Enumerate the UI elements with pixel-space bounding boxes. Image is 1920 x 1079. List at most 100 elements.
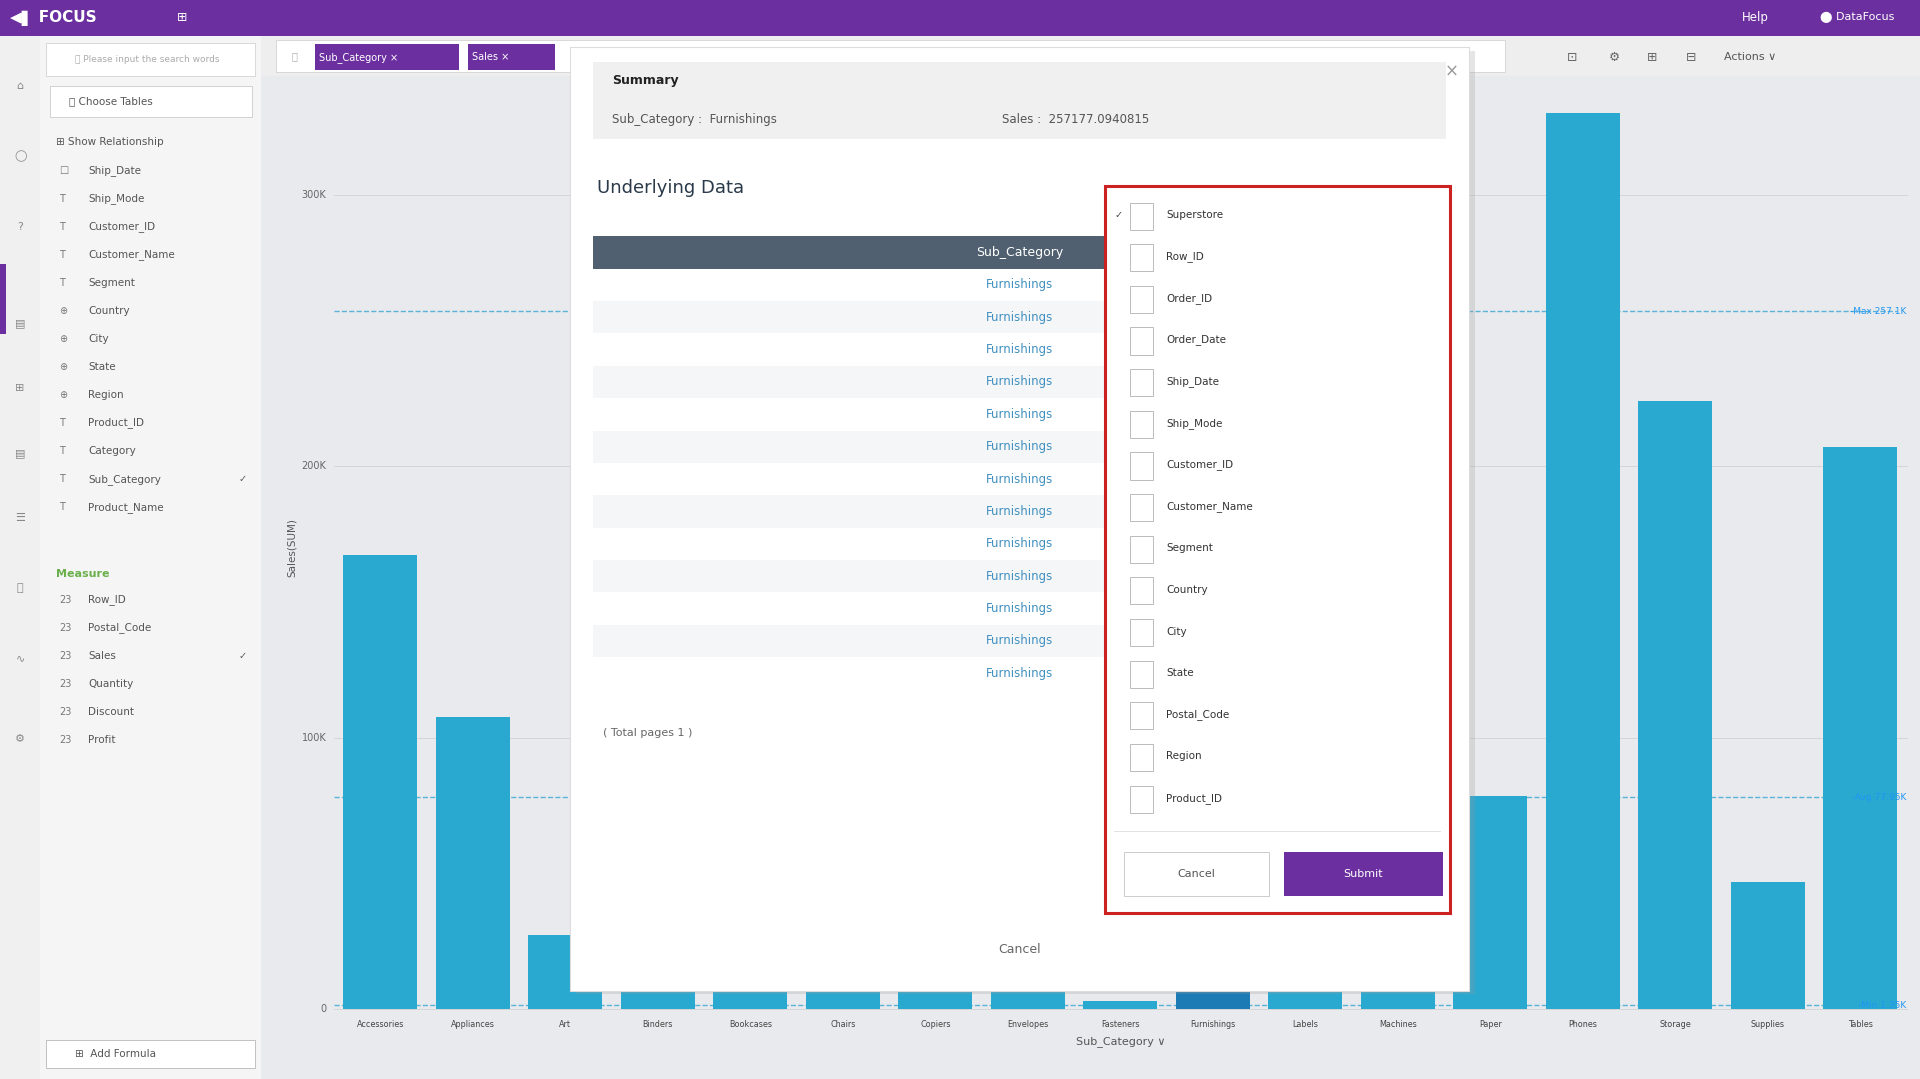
Text: Furnishings: Furnishings xyxy=(985,634,1054,647)
Text: Sales ×: Sales × xyxy=(472,52,509,63)
FancyBboxPatch shape xyxy=(593,431,1446,463)
Text: City: City xyxy=(1165,627,1187,637)
Text: Furnishings: Furnishings xyxy=(985,473,1054,486)
FancyBboxPatch shape xyxy=(1129,786,1152,812)
Text: ⌂: ⌂ xyxy=(17,81,23,92)
Text: Customer_Name: Customer_Name xyxy=(1165,501,1254,513)
FancyBboxPatch shape xyxy=(46,1040,255,1068)
Text: 🔍 Please input the search words: 🔍 Please input the search words xyxy=(75,55,219,64)
Text: ⊞: ⊞ xyxy=(177,11,188,25)
FancyBboxPatch shape xyxy=(593,560,1446,592)
Text: Profit: Profit xyxy=(88,735,115,746)
Text: ▤: ▤ xyxy=(15,318,25,329)
Text: ⊞ Show Relationship: ⊞ Show Relationship xyxy=(56,137,163,148)
FancyBboxPatch shape xyxy=(1361,495,1434,1009)
Text: Labels: Labels xyxy=(1292,1020,1319,1028)
Text: ( Total pages 1 ): ( Total pages 1 ) xyxy=(603,727,693,738)
Text: Quantity: Quantity xyxy=(88,679,134,689)
Text: Order_ID: Order_ID xyxy=(1165,292,1212,304)
Text: 300K: 300K xyxy=(301,190,326,200)
Text: T: T xyxy=(60,249,65,260)
Text: ⚙: ⚙ xyxy=(1609,51,1620,64)
Text: T: T xyxy=(60,193,65,204)
FancyBboxPatch shape xyxy=(1129,577,1152,604)
Text: Product_Name: Product_Name xyxy=(88,502,163,513)
FancyBboxPatch shape xyxy=(1824,448,1897,1009)
Text: -Avg 77.95K: -Avg 77.95K xyxy=(1853,793,1907,802)
Text: ✓: ✓ xyxy=(1114,210,1123,220)
Text: ⚙: ⚙ xyxy=(15,734,25,745)
Text: ⬤ DataFocus: ⬤ DataFocus xyxy=(1820,12,1895,24)
FancyBboxPatch shape xyxy=(0,264,6,334)
FancyBboxPatch shape xyxy=(570,47,1469,991)
Text: ⊞: ⊞ xyxy=(1647,51,1657,64)
Text: Order_Date: Order_Date xyxy=(1165,334,1227,345)
FancyBboxPatch shape xyxy=(593,301,1446,333)
FancyBboxPatch shape xyxy=(1083,1000,1158,1009)
FancyBboxPatch shape xyxy=(593,495,1446,528)
FancyBboxPatch shape xyxy=(1129,411,1152,438)
FancyBboxPatch shape xyxy=(1284,852,1442,896)
FancyBboxPatch shape xyxy=(593,528,1446,560)
Text: ◯: ◯ xyxy=(13,151,27,162)
Text: Show Underlying Data: Show Underlying Data xyxy=(887,79,1152,103)
Text: Country: Country xyxy=(1165,585,1208,595)
Text: Underlying Data: Underlying Data xyxy=(597,179,745,196)
Text: 23: 23 xyxy=(60,623,71,633)
FancyBboxPatch shape xyxy=(1129,660,1152,687)
Text: Sub_Category ∨: Sub_Category ∨ xyxy=(1075,1036,1165,1047)
Text: Furnishings: Furnishings xyxy=(985,667,1054,680)
FancyBboxPatch shape xyxy=(261,36,1920,76)
FancyBboxPatch shape xyxy=(1129,369,1152,396)
Text: Measure: Measure xyxy=(56,569,109,579)
Text: ⊕: ⊕ xyxy=(60,305,67,316)
Text: Postal_Code: Postal_Code xyxy=(1165,709,1229,721)
Text: T: T xyxy=(60,277,65,288)
Text: ⊕: ⊕ xyxy=(60,333,67,344)
Text: ⊟: ⊟ xyxy=(1686,51,1695,64)
FancyBboxPatch shape xyxy=(1638,401,1713,1009)
Text: T: T xyxy=(60,502,65,513)
FancyBboxPatch shape xyxy=(436,718,511,1009)
Text: Furnishings: Furnishings xyxy=(985,537,1054,550)
FancyBboxPatch shape xyxy=(1129,536,1152,563)
FancyBboxPatch shape xyxy=(593,236,1446,269)
FancyBboxPatch shape xyxy=(1292,191,1450,228)
Text: Discount: Discount xyxy=(88,707,134,718)
FancyBboxPatch shape xyxy=(1730,883,1805,1009)
Text: T: T xyxy=(60,446,65,456)
Text: 23: 23 xyxy=(60,651,71,661)
FancyBboxPatch shape xyxy=(0,0,1920,36)
Text: Product_ID: Product_ID xyxy=(1165,793,1223,804)
Text: Sub_Category ×: Sub_Category × xyxy=(319,52,397,63)
FancyBboxPatch shape xyxy=(276,40,1505,72)
Text: Furnishings: Furnishings xyxy=(985,311,1054,324)
FancyBboxPatch shape xyxy=(576,51,1475,994)
Text: Add Column: Add Column xyxy=(1334,203,1407,216)
FancyBboxPatch shape xyxy=(261,36,1920,1079)
Text: Paper: Paper xyxy=(1478,1020,1501,1028)
Text: -Min 1.35K: -Min 1.35K xyxy=(1859,1000,1907,1010)
Text: Furnishings: Furnishings xyxy=(985,408,1054,421)
FancyBboxPatch shape xyxy=(593,657,1446,689)
Text: Ship_Mode: Ship_Mode xyxy=(88,193,144,204)
Text: -Max 257.1K: -Max 257.1K xyxy=(1851,306,1907,315)
Text: Art: Art xyxy=(559,1020,572,1028)
Text: Segment: Segment xyxy=(88,277,134,288)
FancyBboxPatch shape xyxy=(593,592,1446,625)
FancyBboxPatch shape xyxy=(593,463,1446,495)
Text: Segment: Segment xyxy=(1165,543,1213,554)
Text: Product_ID: Product_ID xyxy=(88,418,144,428)
Text: Furnishings: Furnishings xyxy=(985,440,1054,453)
Text: T: T xyxy=(60,474,65,484)
Text: Submit: Submit xyxy=(1344,869,1382,879)
Text: Customer_Name: Customer_Name xyxy=(88,249,175,260)
Text: □: □ xyxy=(60,165,69,176)
FancyBboxPatch shape xyxy=(1269,972,1342,1009)
FancyBboxPatch shape xyxy=(468,44,555,70)
Text: Category: Category xyxy=(88,446,136,456)
Text: ◀▌ FOCUS: ◀▌ FOCUS xyxy=(10,10,96,26)
Text: ⊞: ⊞ xyxy=(15,383,25,394)
Text: Sales :  257177.0940815: Sales : 257177.0940815 xyxy=(1002,113,1150,126)
FancyBboxPatch shape xyxy=(315,44,459,70)
